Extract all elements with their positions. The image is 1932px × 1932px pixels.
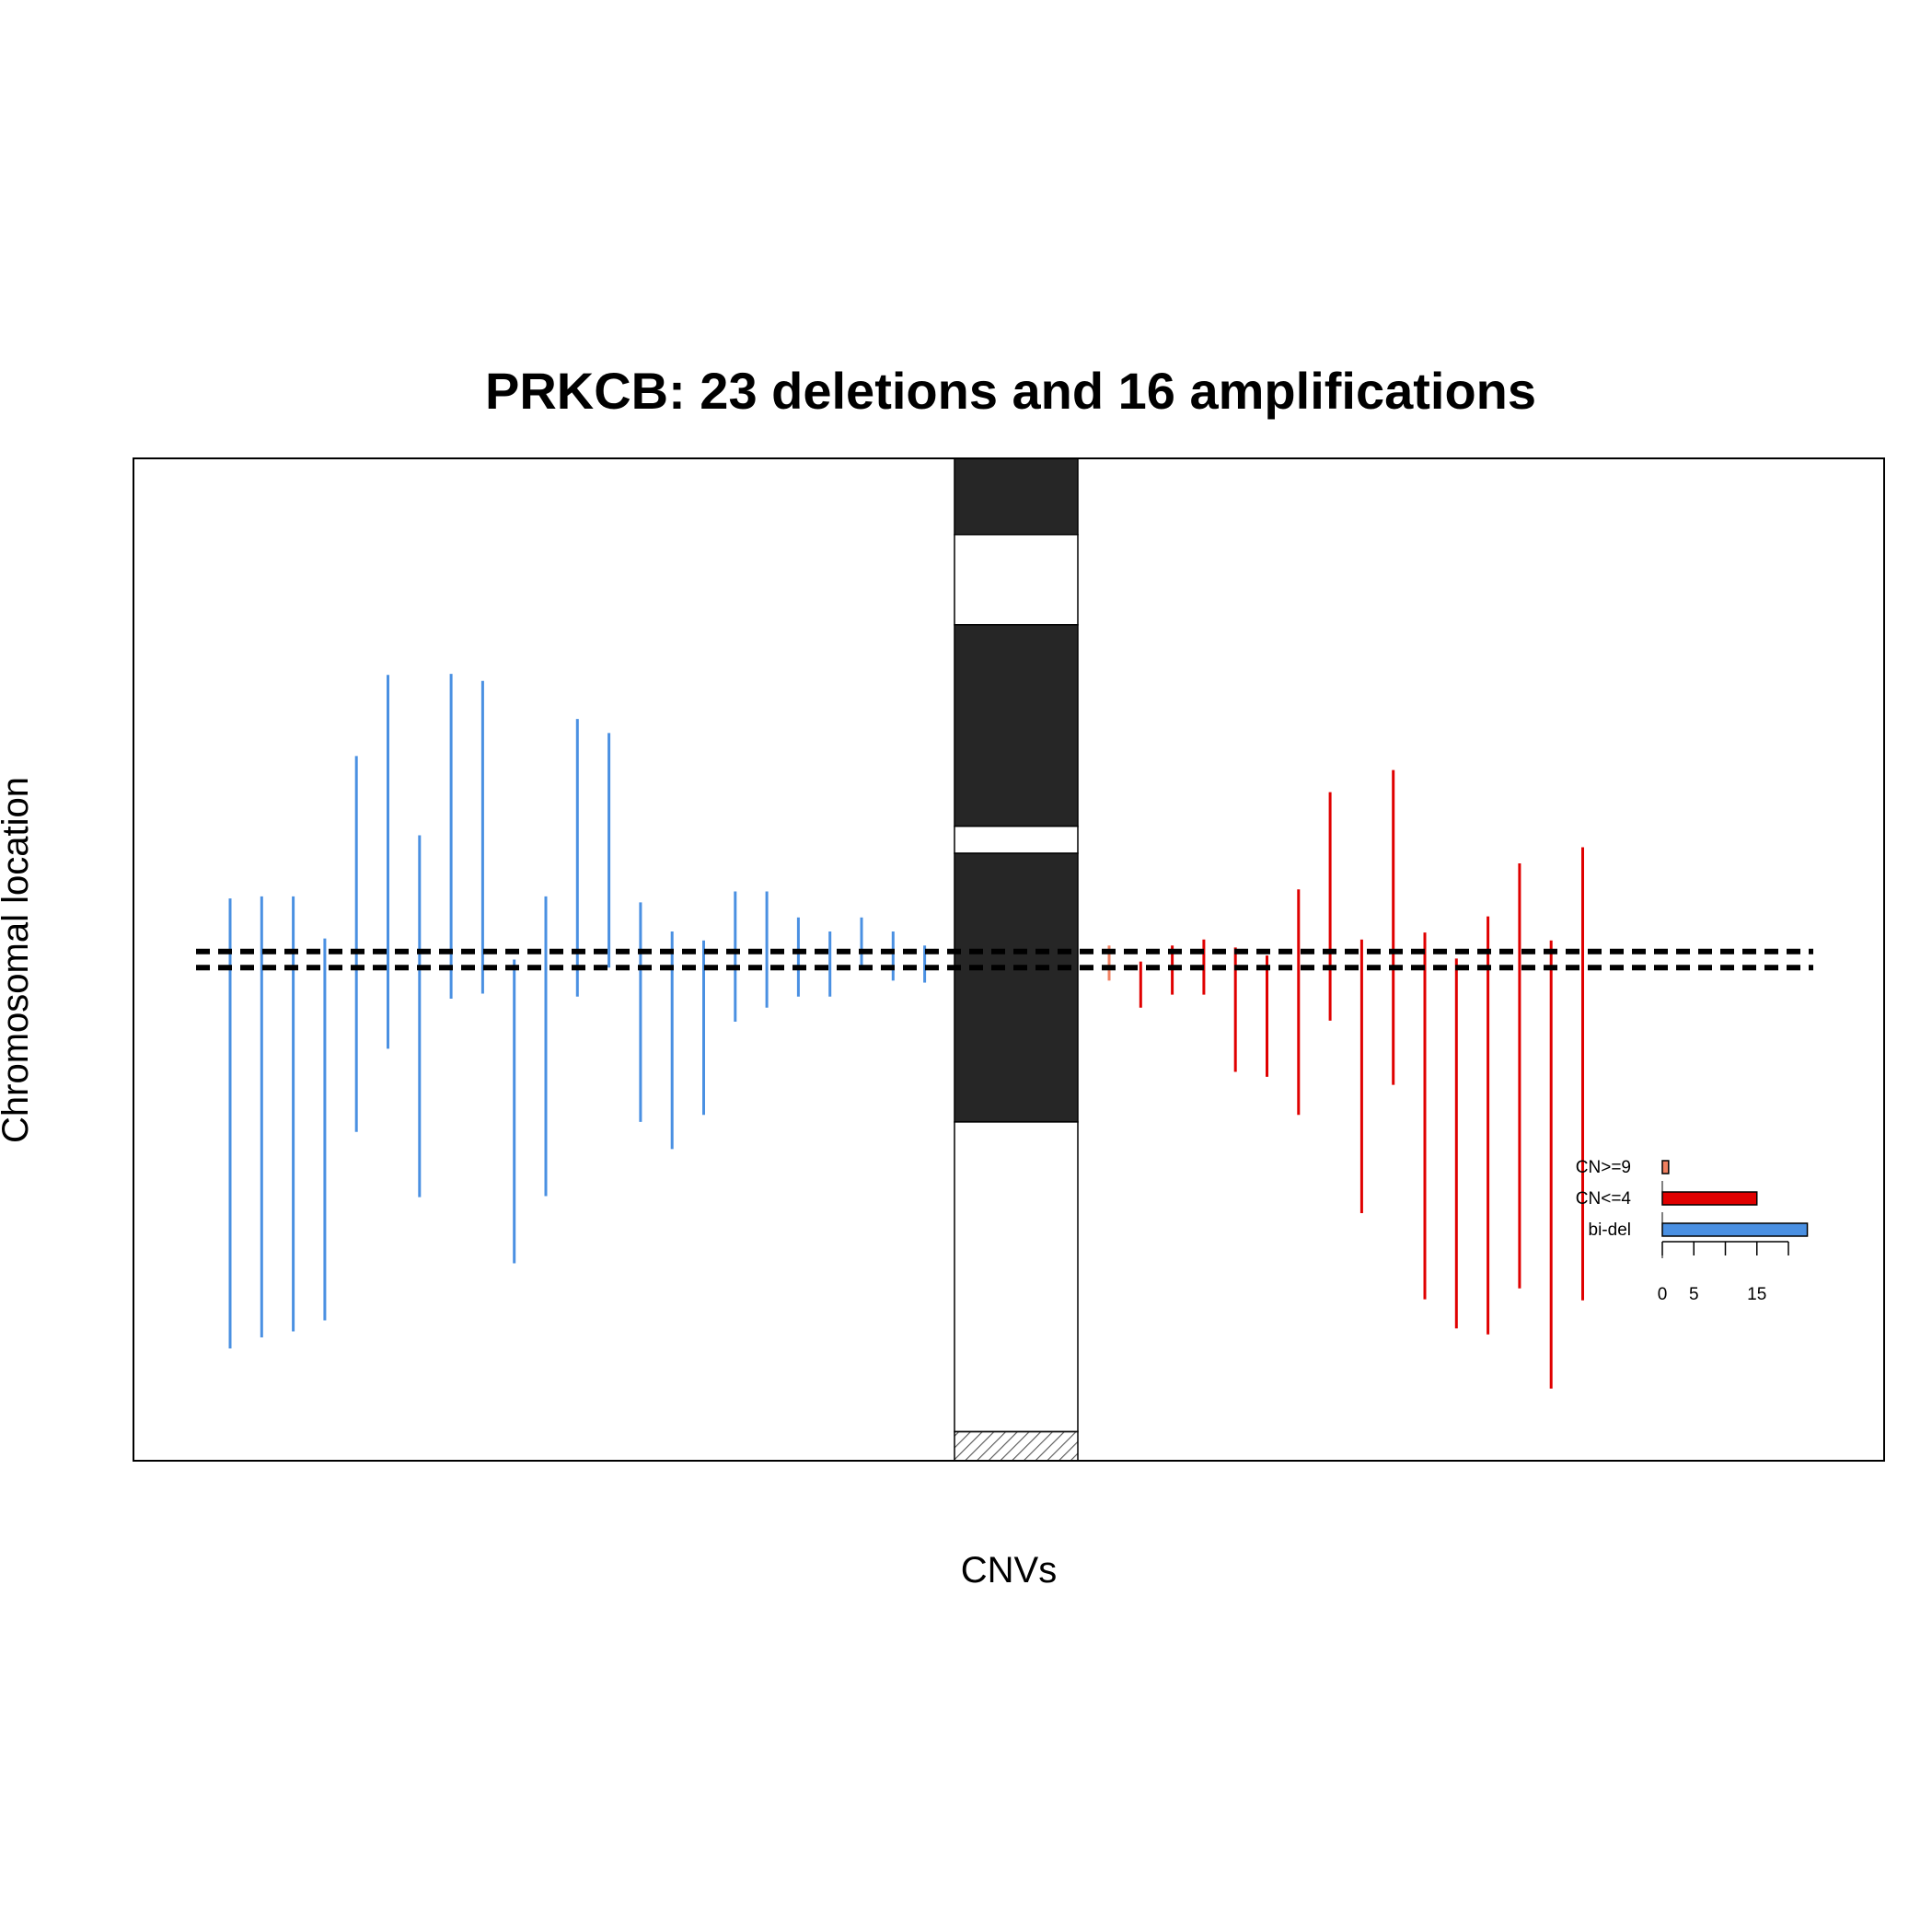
legend-label-cnge9: CN>=9 [1576, 1158, 1631, 1177]
x-axis-label: CNVs [961, 1550, 1057, 1591]
ideogram-band-7 [954, 1430, 1079, 1462]
legend-tick-label-0: 0 [1658, 1285, 1668, 1304]
y-axis-label: Chromosomal location [0, 777, 36, 1143]
legend-label-bi-del: bi-del [1589, 1221, 1631, 1240]
legend-bar-bi-del [1661, 1222, 1809, 1237]
legend: CN>=9 CN<=4 bi-del 0 5 15 [1576, 1158, 1809, 1304]
legend-tick-label-5: 5 [1689, 1285, 1699, 1304]
gene-region-lines [196, 948, 1813, 971]
chromosome-ideogram [954, 457, 1079, 1462]
amplification-segments [1107, 769, 1584, 1389]
ideogram-band-2 [954, 534, 1079, 626]
deletion-segments [228, 674, 927, 1349]
legend-tick-label-15: 15 [1747, 1285, 1766, 1304]
ideogram-band-4 [954, 825, 1079, 854]
ideogram-band-1 [954, 457, 1079, 536]
legend-bar-cnle4 [1661, 1191, 1758, 1206]
ideogram-band-6 [954, 1121, 1079, 1433]
plot-frame [133, 457, 1885, 1462]
legend-label-cnle4: CN<=4 [1576, 1189, 1632, 1209]
legend-bar-cnge9 [1661, 1160, 1670, 1174]
ideogram-band-3 [954, 624, 1079, 827]
chart-title: PRKCB: 23 deletions and 16 amplification… [485, 362, 1536, 420]
ideogram-band-5 [954, 852, 1079, 1123]
